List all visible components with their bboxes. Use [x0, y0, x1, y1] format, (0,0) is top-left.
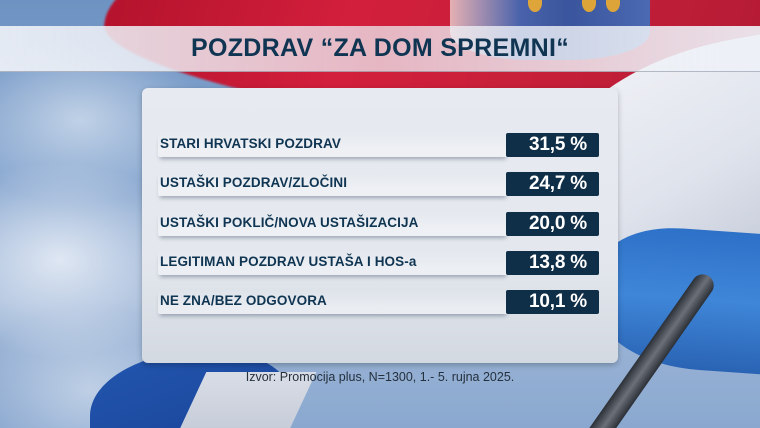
result-row: USTAŠKI POZDRAV/ZLOČINI 24,7 %: [142, 172, 618, 196]
result-row: USTAŠKI POKLIČ/NOVA USTAŠIZACIJA 20,0 %: [142, 212, 618, 236]
row-label: NE ZNA/BEZ ODGOVORA: [160, 293, 327, 308]
percentage-badge: 24,7 %: [506, 172, 599, 196]
result-row: NE ZNA/BEZ ODGOVORA 10,1 %: [142, 290, 618, 314]
result-row: STARI HRVATSKI POZDRAV 31,5 %: [142, 133, 618, 157]
percentage-badge: 20,0 %: [506, 212, 599, 236]
page-title: POZDRAV “ZA DOM SPREMNI“: [190, 34, 570, 62]
row-bar: [158, 251, 508, 275]
results-panel: STARI HRVATSKI POZDRAV 31,5 % USTAŠKI PO…: [142, 88, 618, 363]
result-row: LEGITIMAN POZDRAV USTAŠA I HOS-a 13,8 %: [142, 251, 618, 275]
row-bar: [158, 133, 508, 157]
row-label: USTAŠKI POKLIČ/NOVA USTAŠIZACIJA: [160, 215, 419, 230]
row-bar: [158, 172, 508, 196]
percentage-badge: 10,1 %: [506, 290, 599, 314]
row-bar: [158, 212, 508, 236]
source-note: Izvor: Promocija plus, N=1300, 1.- 5. ru…: [245, 370, 515, 384]
row-bar: [158, 290, 508, 314]
percentage-badge: 31,5 %: [506, 133, 599, 157]
row-label: STARI HRVATSKI POZDRAV: [160, 136, 341, 151]
row-label: LEGITIMAN POZDRAV USTAŠA I HOS-a: [160, 254, 417, 269]
title-band: POZDRAV “ZA DOM SPREMNI“: [0, 26, 760, 72]
percentage-badge: 13,8 %: [506, 251, 599, 275]
row-label: USTAŠKI POZDRAV/ZLOČINI: [160, 175, 348, 190]
